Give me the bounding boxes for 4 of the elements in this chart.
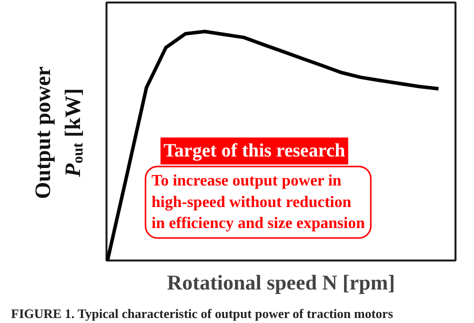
caption: FIGURE 1. Typical characteristic of output power of traction motors	[10, 305, 394, 323]
x-axis-title: Rotational speed N [rpm]	[166, 270, 396, 294]
annotation: Target of this research	[164, 140, 346, 162]
annotation: To increase output power in high-speed without reduction in efficiency and size expansion	[152, 172, 365, 232]
